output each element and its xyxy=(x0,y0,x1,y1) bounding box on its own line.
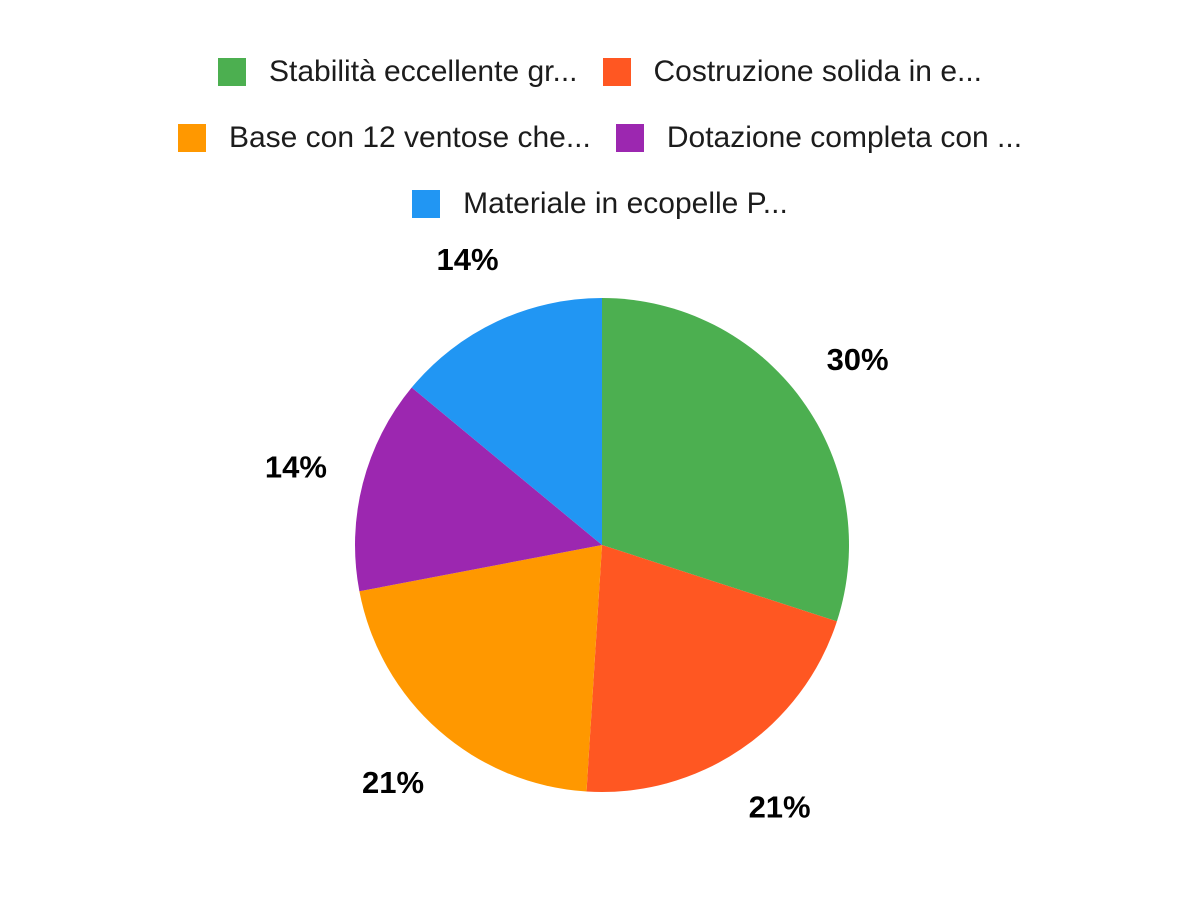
pie-slice-2 xyxy=(586,545,837,792)
legend-row: Materiale in ecopelle P... xyxy=(0,187,1200,221)
legend: Stabilità eccellente gr... Costruzione so… xyxy=(0,55,1200,221)
legend-item: Materiale in ecopelle P... xyxy=(412,187,788,221)
legend-swatch xyxy=(217,58,246,86)
legend-label: Stabilità eccellente gr... xyxy=(268,55,578,88)
slice-percent-label: 30% xyxy=(827,342,889,377)
legend-item: Stabilità eccellente gr... xyxy=(217,55,578,89)
legend-item: Base con 12 ventose che... xyxy=(177,121,591,155)
legend-swatch xyxy=(615,124,644,152)
slice-percent-label: 21% xyxy=(362,765,424,800)
slice-percent-label: 14% xyxy=(265,449,327,484)
legend-row: Base con 12 ventose che... Dotazione comp… xyxy=(0,121,1200,155)
pie-slice-3 xyxy=(359,545,602,792)
legend-label: Costruzione solida in e... xyxy=(653,55,983,88)
pie-slice-5 xyxy=(411,298,602,545)
slice-percent-label: 14% xyxy=(436,242,498,277)
legend-item: Dotazione completa con ... xyxy=(615,121,1023,155)
legend-label: Dotazione completa con ... xyxy=(666,121,1023,154)
legend-item: Costruzione solida in e... xyxy=(602,55,983,89)
legend-row: Stabilità eccellente gr... Costruzione so… xyxy=(0,55,1200,89)
legend-label: Materiale in ecopelle P... xyxy=(463,187,788,220)
legend-label: Base con 12 ventose che... xyxy=(228,121,591,154)
slice-percent-label: 21% xyxy=(749,789,811,824)
pie-slice-4 xyxy=(355,387,602,592)
legend-swatch xyxy=(177,124,206,152)
pie-slice-1 xyxy=(602,298,849,622)
legend-swatch xyxy=(602,58,631,86)
legend-swatch xyxy=(412,190,441,218)
